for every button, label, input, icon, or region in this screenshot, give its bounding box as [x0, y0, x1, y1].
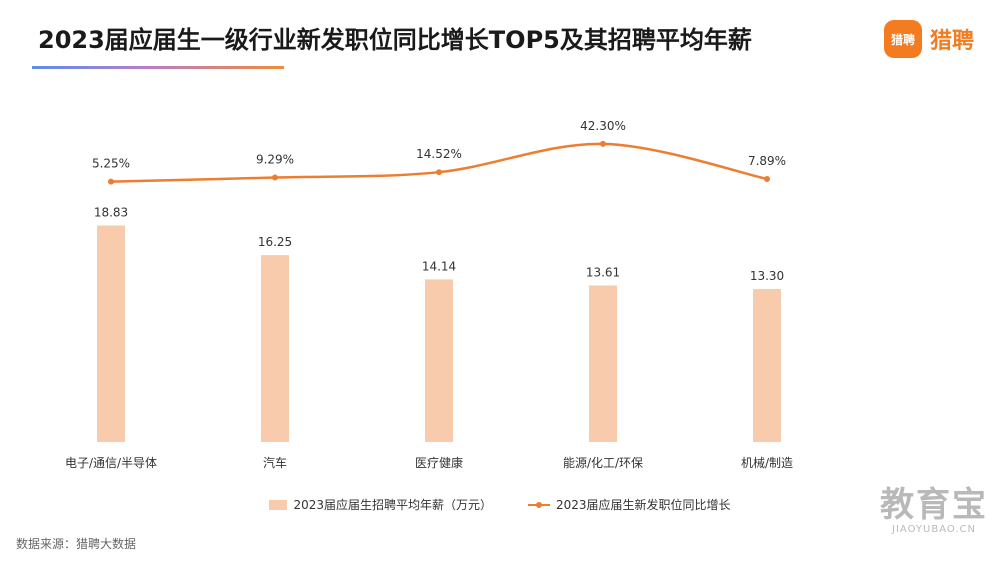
growth-point-1	[272, 174, 278, 181]
growth-point-2	[436, 169, 442, 176]
brand-name: 猎聘	[929, 29, 974, 54]
bar-label-2: 14.14	[422, 259, 456, 273]
legend-item-growth: 2023届应届生新发职位同比增长	[528, 496, 731, 513]
growth-point-4	[764, 175, 770, 182]
category-label-2: 医疗健康	[415, 455, 463, 470]
legend-item-salary: 2023届应届生招聘平均年薪（万元）	[269, 496, 492, 513]
watermark-sub: JIAOYUBAO.CN	[892, 524, 976, 535]
growth-label-4: 7.89%	[748, 154, 786, 168]
brand-chat-icon: 猎聘	[883, 20, 922, 58]
legend-line-swatch	[528, 500, 550, 510]
bar-label-4: 13.30	[750, 269, 784, 283]
legend-label-growth: 2023届应届生新发职位同比增长	[556, 498, 731, 512]
watermark-main: 教育宝	[880, 485, 988, 525]
brand-logo: 猎聘 猎聘	[883, 20, 974, 58]
bar-4	[753, 289, 781, 442]
data-source: 数据来源：猎聘大数据	[16, 537, 137, 551]
chart-legend: 2023届应届生招聘平均年薪（万元） 2023届应届生新发职位同比增长	[0, 496, 1000, 513]
category-label-3: 能源/化工/环保	[563, 456, 643, 470]
legend-bar-swatch	[269, 499, 288, 510]
legend-label-salary: 2023届应届生招聘平均年薪（万元）	[293, 498, 492, 512]
bar-3	[589, 285, 617, 442]
growth-label-2: 14.52%	[416, 147, 462, 161]
bar-0	[97, 225, 125, 442]
bar-1	[261, 255, 289, 442]
chart-area: 18.83 电子/通信/半导体 16.25 汽车 14.14 医疗健康 13.61 能源/化工…	[65, 119, 793, 470]
bar-label-1: 16.25	[258, 235, 292, 249]
bar-label-0: 18.83	[94, 205, 128, 219]
growth-point-0	[108, 178, 114, 185]
growth-label-3: 42.30%	[580, 119, 626, 133]
category-label-1: 汽车	[263, 455, 287, 470]
bar-label-3: 13.61	[586, 265, 620, 279]
growth-point-3	[600, 140, 606, 147]
growth-label-1: 9.29%	[256, 153, 294, 167]
chart-title: 2023届应届生一级行业新发职位同比增长TOP5及其招聘平均年薪	[38, 26, 752, 54]
bar-2	[425, 279, 453, 442]
category-label-4: 机械/制造	[741, 455, 793, 470]
growth-label-0: 5.25%	[92, 157, 130, 171]
title-underline	[32, 66, 284, 69]
category-label-0: 电子/通信/半导体	[65, 456, 157, 470]
watermark: 教育宝 JIAOYUBAO.CN	[880, 486, 988, 535]
